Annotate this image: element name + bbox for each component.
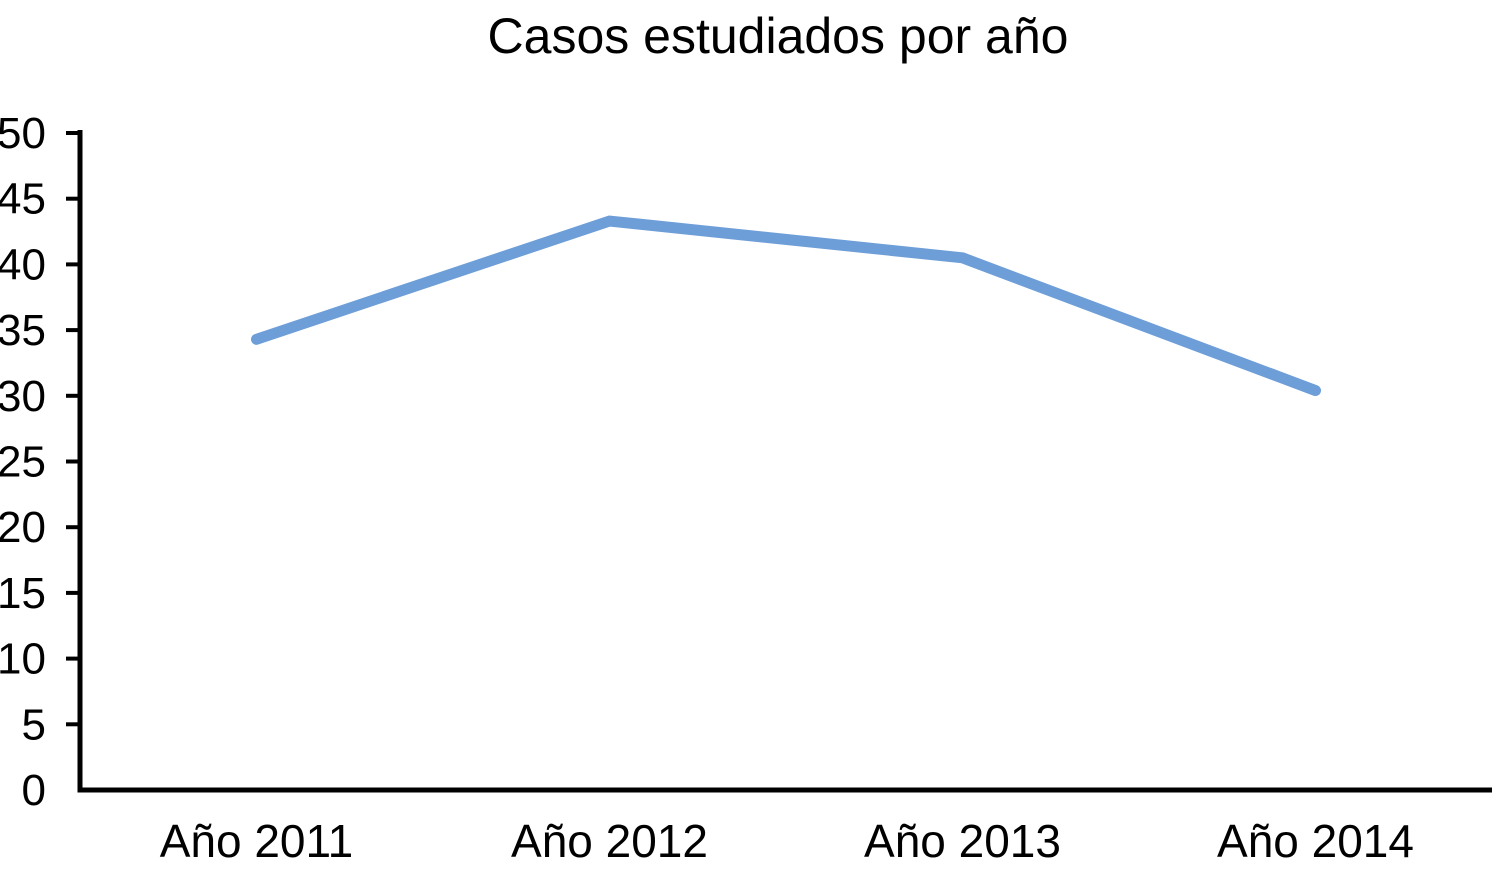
x-category-label: Año 2014 <box>1217 815 1414 867</box>
y-tick-label: 40 <box>0 240 46 289</box>
y-tick-label: 30 <box>0 372 46 421</box>
y-tick-label: 5 <box>22 700 46 749</box>
y-tick-label: 0 <box>22 766 46 815</box>
y-tick-label: 50 <box>0 109 46 158</box>
chart-title: Casos estudiados por año <box>488 8 1069 64</box>
y-tick-label: 10 <box>0 635 46 684</box>
data-line <box>251 215 1321 397</box>
x-category-label: Año 2012 <box>511 815 708 867</box>
y-tick-label: 35 <box>0 306 46 355</box>
y-tick-label: 20 <box>0 503 46 552</box>
y-axis: 0 5 10 15 20 25 30 35 40 45 50 <box>0 109 83 815</box>
data-series <box>251 215 1321 397</box>
x-category-label: Año 2011 <box>160 815 354 867</box>
y-tick-label: 25 <box>0 438 46 487</box>
x-axis: Año 2011 Año 2012 Año 2013 Año 2014 <box>77 787 1492 867</box>
y-tick-label: 45 <box>0 175 46 224</box>
y-tick-label: 15 <box>0 569 46 618</box>
x-category-label: Año 2013 <box>864 815 1061 867</box>
